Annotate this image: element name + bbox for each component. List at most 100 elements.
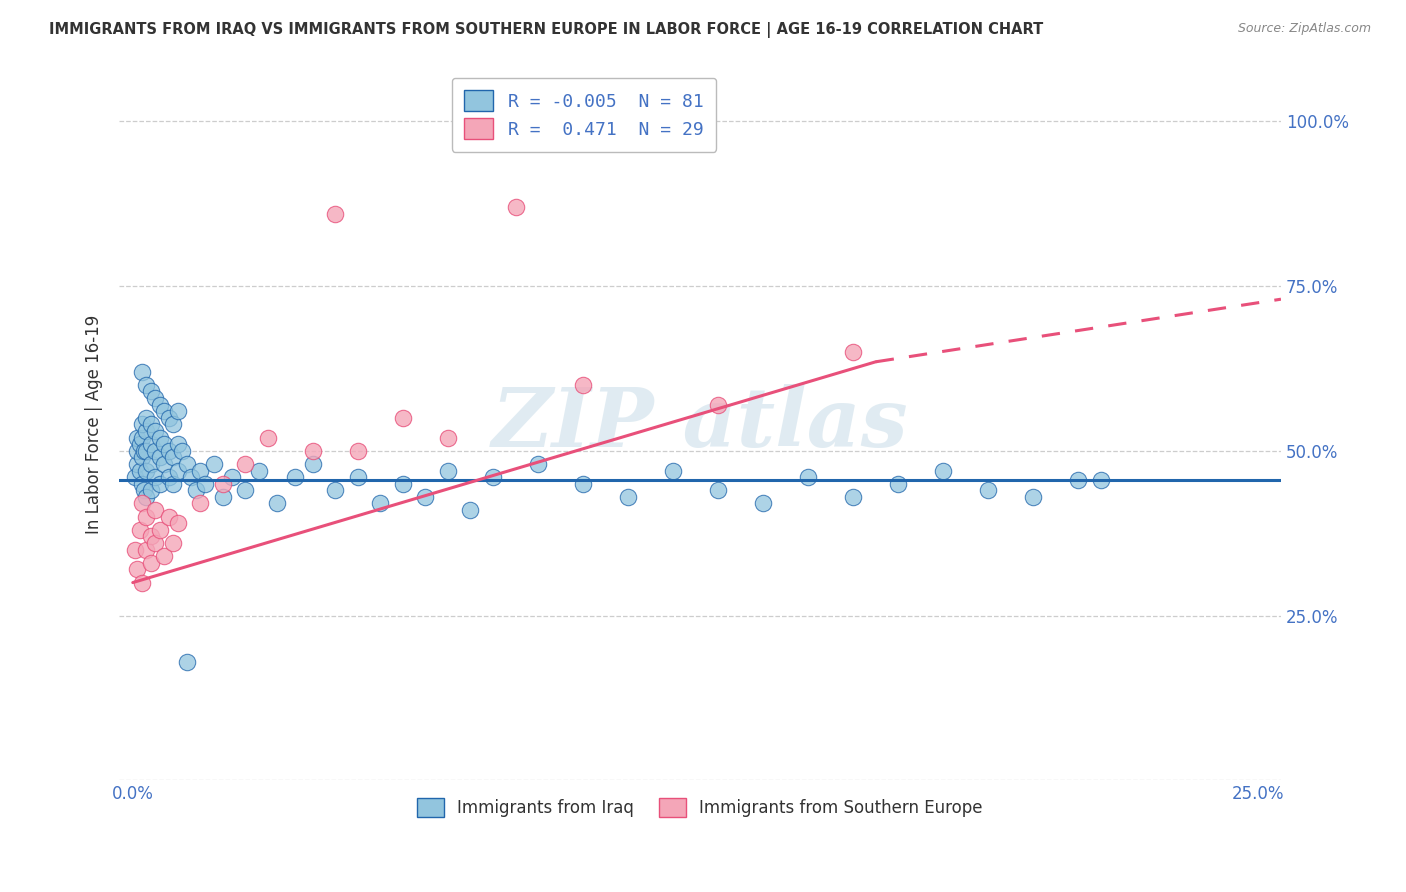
Point <box>707 483 730 498</box>
Point <box>128 523 150 537</box>
Point <box>233 483 256 498</box>
Point <box>370 496 392 510</box>
Text: IMMIGRANTS FROM IRAQ VS IMMIGRANTS FROM SOUTHERN EUROPE IN LABOR FORCE | AGE 16-: IMMIGRANTS FROM IRAQ VS IMMIGRANTS FROM … <box>49 22 1043 38</box>
Point <box>572 476 595 491</box>
Point <box>135 509 157 524</box>
Point <box>153 549 176 564</box>
Point <box>180 470 202 484</box>
Point <box>162 450 184 465</box>
Point <box>176 655 198 669</box>
Point <box>127 431 149 445</box>
Point <box>157 443 180 458</box>
Point <box>211 476 233 491</box>
Point <box>184 483 207 498</box>
Point <box>932 464 955 478</box>
Point <box>166 464 188 478</box>
Point <box>149 431 172 445</box>
Point <box>527 457 550 471</box>
Point <box>707 398 730 412</box>
Point <box>143 443 166 458</box>
Point <box>135 377 157 392</box>
Point <box>139 529 162 543</box>
Point <box>135 490 157 504</box>
Point <box>149 450 172 465</box>
Point <box>302 457 325 471</box>
Point <box>149 476 172 491</box>
Text: Source: ZipAtlas.com: Source: ZipAtlas.com <box>1237 22 1371 36</box>
Point <box>127 562 149 576</box>
Point <box>124 470 146 484</box>
Point <box>325 483 347 498</box>
Point <box>162 536 184 550</box>
Point <box>131 496 153 510</box>
Point <box>662 464 685 478</box>
Point <box>392 476 415 491</box>
Point <box>132 443 155 458</box>
Point <box>157 410 180 425</box>
Legend: Immigrants from Iraq, Immigrants from Southern Europe: Immigrants from Iraq, Immigrants from So… <box>409 789 991 825</box>
Point <box>135 443 157 458</box>
Point <box>157 470 180 484</box>
Point <box>266 496 288 510</box>
Point <box>127 443 149 458</box>
Point <box>1067 474 1090 488</box>
Point <box>284 470 307 484</box>
Point <box>139 457 162 471</box>
Point <box>139 437 162 451</box>
Point <box>124 542 146 557</box>
Point <box>143 424 166 438</box>
Point <box>347 443 370 458</box>
Point <box>176 457 198 471</box>
Point <box>135 424 157 438</box>
Point <box>887 476 910 491</box>
Point <box>233 457 256 471</box>
Point <box>127 457 149 471</box>
Point <box>131 575 153 590</box>
Point <box>166 516 188 531</box>
Point <box>128 437 150 451</box>
Point <box>482 470 505 484</box>
Point <box>505 200 527 214</box>
Point <box>139 384 162 399</box>
Point <box>460 503 482 517</box>
Point <box>797 470 820 484</box>
Point <box>172 443 194 458</box>
Point <box>143 470 166 484</box>
Point <box>194 476 217 491</box>
Point <box>143 536 166 550</box>
Point <box>166 437 188 451</box>
Point <box>153 404 176 418</box>
Point <box>128 464 150 478</box>
Point <box>247 464 270 478</box>
Point <box>162 417 184 432</box>
Point <box>392 410 415 425</box>
Point <box>842 345 865 359</box>
Point <box>153 437 176 451</box>
Point <box>202 457 225 471</box>
Point <box>162 476 184 491</box>
Point <box>131 365 153 379</box>
Point <box>752 496 775 510</box>
Point <box>139 556 162 570</box>
Point <box>139 483 162 498</box>
Point <box>1090 474 1112 488</box>
Point <box>131 450 153 465</box>
Point <box>188 464 211 478</box>
Point <box>166 404 188 418</box>
Y-axis label: In Labor Force | Age 16-19: In Labor Force | Age 16-19 <box>86 315 103 534</box>
Point <box>325 206 347 220</box>
Point <box>135 542 157 557</box>
Point <box>221 470 243 484</box>
Point <box>143 503 166 517</box>
Point <box>257 431 280 445</box>
Text: ZIP atlas: ZIP atlas <box>492 384 908 465</box>
Point <box>842 490 865 504</box>
Point <box>135 410 157 425</box>
Point <box>149 523 172 537</box>
Point <box>347 470 370 484</box>
Point <box>977 483 1000 498</box>
Point <box>157 509 180 524</box>
Point <box>415 490 437 504</box>
Point <box>139 417 162 432</box>
Point <box>572 377 595 392</box>
